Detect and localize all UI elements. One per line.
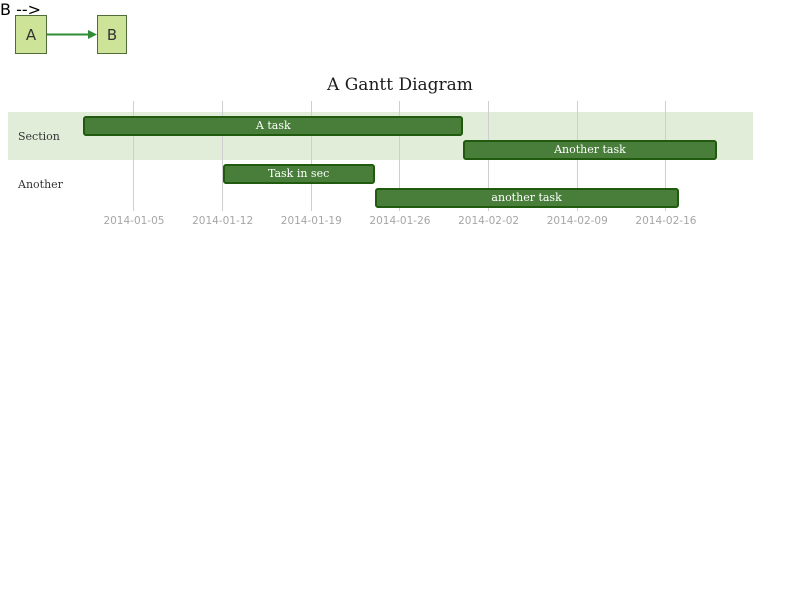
gantt-axis-tick-label: 2014-02-16 xyxy=(635,215,697,227)
gantt-chart: A Gantt Diagram 2014-01-05 2014-01-12 2014… xyxy=(0,0,800,260)
gantt-section-label: Section xyxy=(18,129,60,143)
gantt-grid-line xyxy=(310,101,312,211)
gantt-section-label: Another xyxy=(18,177,63,191)
gantt-grid-line xyxy=(133,101,135,211)
gantt-title: A Gantt Diagram xyxy=(327,75,473,95)
gantt-task-label: Another task xyxy=(554,143,626,156)
flowchart-node-b: B xyxy=(97,15,127,54)
gantt-task-label: Task in sec xyxy=(267,167,330,180)
gantt-axis-tick-label: 2014-01-19 xyxy=(280,215,342,227)
edge-arrow xyxy=(47,30,97,39)
flowchart-node-b-label: B xyxy=(106,25,118,44)
gantt-axis-tick-label: 2014-01-05 xyxy=(103,215,165,227)
gantt-axis-tick-label: 2014-02-02 xyxy=(458,215,520,227)
flowchart-node-a-label: A xyxy=(25,25,37,44)
gantt-task-label: another task xyxy=(491,191,562,204)
gantt-grid-line xyxy=(222,101,224,211)
gantt-axis-tick-label: 2014-02-09 xyxy=(546,215,608,227)
gantt-axis-tick-label: 2014-01-12 xyxy=(192,215,254,227)
gantt-grid-line xyxy=(399,101,401,211)
gantt-axis-tick-label: 2014-01-26 xyxy=(369,215,431,227)
gantt-task-label: A task xyxy=(255,119,291,132)
gantt-task-bar: Another task xyxy=(463,139,717,160)
flowchart-node-a: A xyxy=(15,15,47,54)
gantt-task-bar: another task xyxy=(374,187,679,208)
gantt-task-bar: Task in sec xyxy=(222,163,375,184)
gantt-task-bar: A task xyxy=(83,115,464,136)
